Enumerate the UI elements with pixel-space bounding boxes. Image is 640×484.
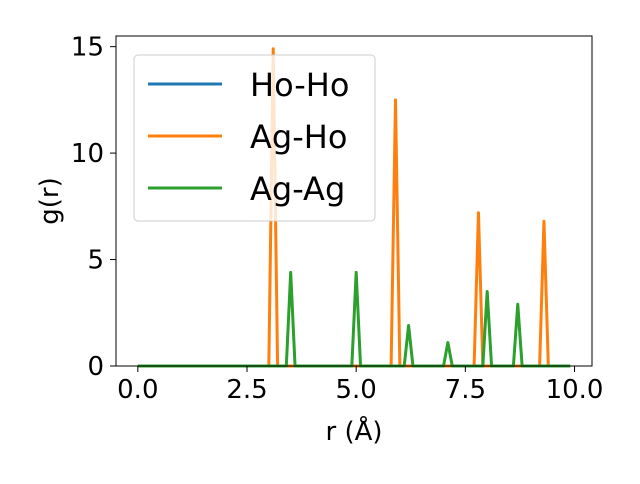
x-tick-label: 10.0 xyxy=(546,375,604,405)
y-tick-label: 5 xyxy=(87,246,104,276)
legend-label-ag-ag: Ag-Ag xyxy=(250,170,345,208)
y-tick-label: 10 xyxy=(71,139,104,169)
x-tick-label: 7.5 xyxy=(445,375,486,405)
x-tick-label: 0.0 xyxy=(117,375,158,405)
legend-items: Ho-Ho Ag-Ho Ag-Ag xyxy=(148,66,349,208)
x-tick-label: 5.0 xyxy=(336,375,377,405)
legend-box xyxy=(133,54,376,222)
y-axis-label: g(r) xyxy=(35,177,65,224)
legend-label-ag-ho: Ag-Ho xyxy=(250,118,347,156)
series-line-ag-ag xyxy=(137,270,571,368)
y-axis-ticks: 0 5 10 15 xyxy=(71,33,116,382)
y-tick-label: 15 xyxy=(71,33,104,63)
x-tick-label: 2.5 xyxy=(226,375,267,405)
y-tick-label: 0 xyxy=(87,352,104,382)
legend: Ho-Ho Ag-Ho Ag-Ag xyxy=(133,54,376,222)
legend-label-ho-ho: Ho-Ho xyxy=(250,66,349,104)
x-axis-ticks: 0.0 2.5 5.0 7.5 10.0 xyxy=(117,366,603,405)
x-axis-label: r (Å) xyxy=(325,415,382,447)
plot-frame xyxy=(115,35,593,367)
